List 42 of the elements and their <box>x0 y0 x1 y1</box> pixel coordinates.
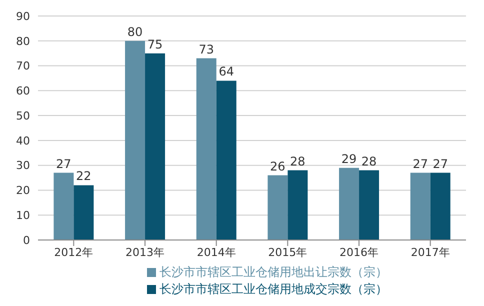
data-label: 26 <box>270 159 286 174</box>
x-tick-label: 2016年 <box>340 246 378 259</box>
x-tick-label: 2017年 <box>410 246 450 259</box>
y-tick-label: 40 <box>16 134 30 148</box>
data-label: 64 <box>218 64 234 79</box>
y-tick-label: 90 <box>16 10 30 23</box>
data-label: 73 <box>198 42 214 56</box>
legend-label: 长沙市市辖区工业仓储用地成交宗数（宗） <box>160 282 388 296</box>
data-label: 27 <box>412 156 428 171</box>
x-tick-label: 2014年 <box>196 246 236 259</box>
legend-label: 长沙市市辖区工业仓储用地出让宗数（宗） <box>160 265 388 279</box>
x-tick-label: 2012年 <box>54 246 94 259</box>
bar <box>430 172 450 240</box>
data-label: 28 <box>361 154 377 168</box>
y-tick-label: 0 <box>23 234 30 247</box>
y-tick-label: 10 <box>16 209 30 222</box>
y-tick-label: 50 <box>16 109 30 122</box>
bar <box>54 172 74 240</box>
bar <box>196 58 216 240</box>
y-tick-label: 60 <box>16 84 30 98</box>
bar <box>288 170 308 240</box>
bar <box>268 175 288 240</box>
data-label: 80 <box>127 24 143 39</box>
bar <box>216 80 236 240</box>
bar <box>74 185 94 240</box>
data-label: 27 <box>56 156 72 171</box>
x-tick-label: 2015年 <box>268 246 308 259</box>
bar <box>125 40 146 240</box>
data-label: 29 <box>341 152 357 166</box>
bar <box>359 170 380 240</box>
bar <box>145 53 166 240</box>
data-label: 75 <box>147 37 163 52</box>
bar <box>339 168 360 240</box>
y-tick-label: 70 <box>16 60 30 73</box>
data-label: 28 <box>290 154 306 168</box>
y-tick-label: 30 <box>16 159 30 172</box>
y-tick-label: 20 <box>16 184 30 198</box>
bar <box>410 172 430 240</box>
data-label: 22 <box>76 169 92 184</box>
data-label: 27 <box>432 156 448 171</box>
y-tick-label: 80 <box>16 34 30 48</box>
x-tick-label: 2013年 <box>126 246 164 259</box>
